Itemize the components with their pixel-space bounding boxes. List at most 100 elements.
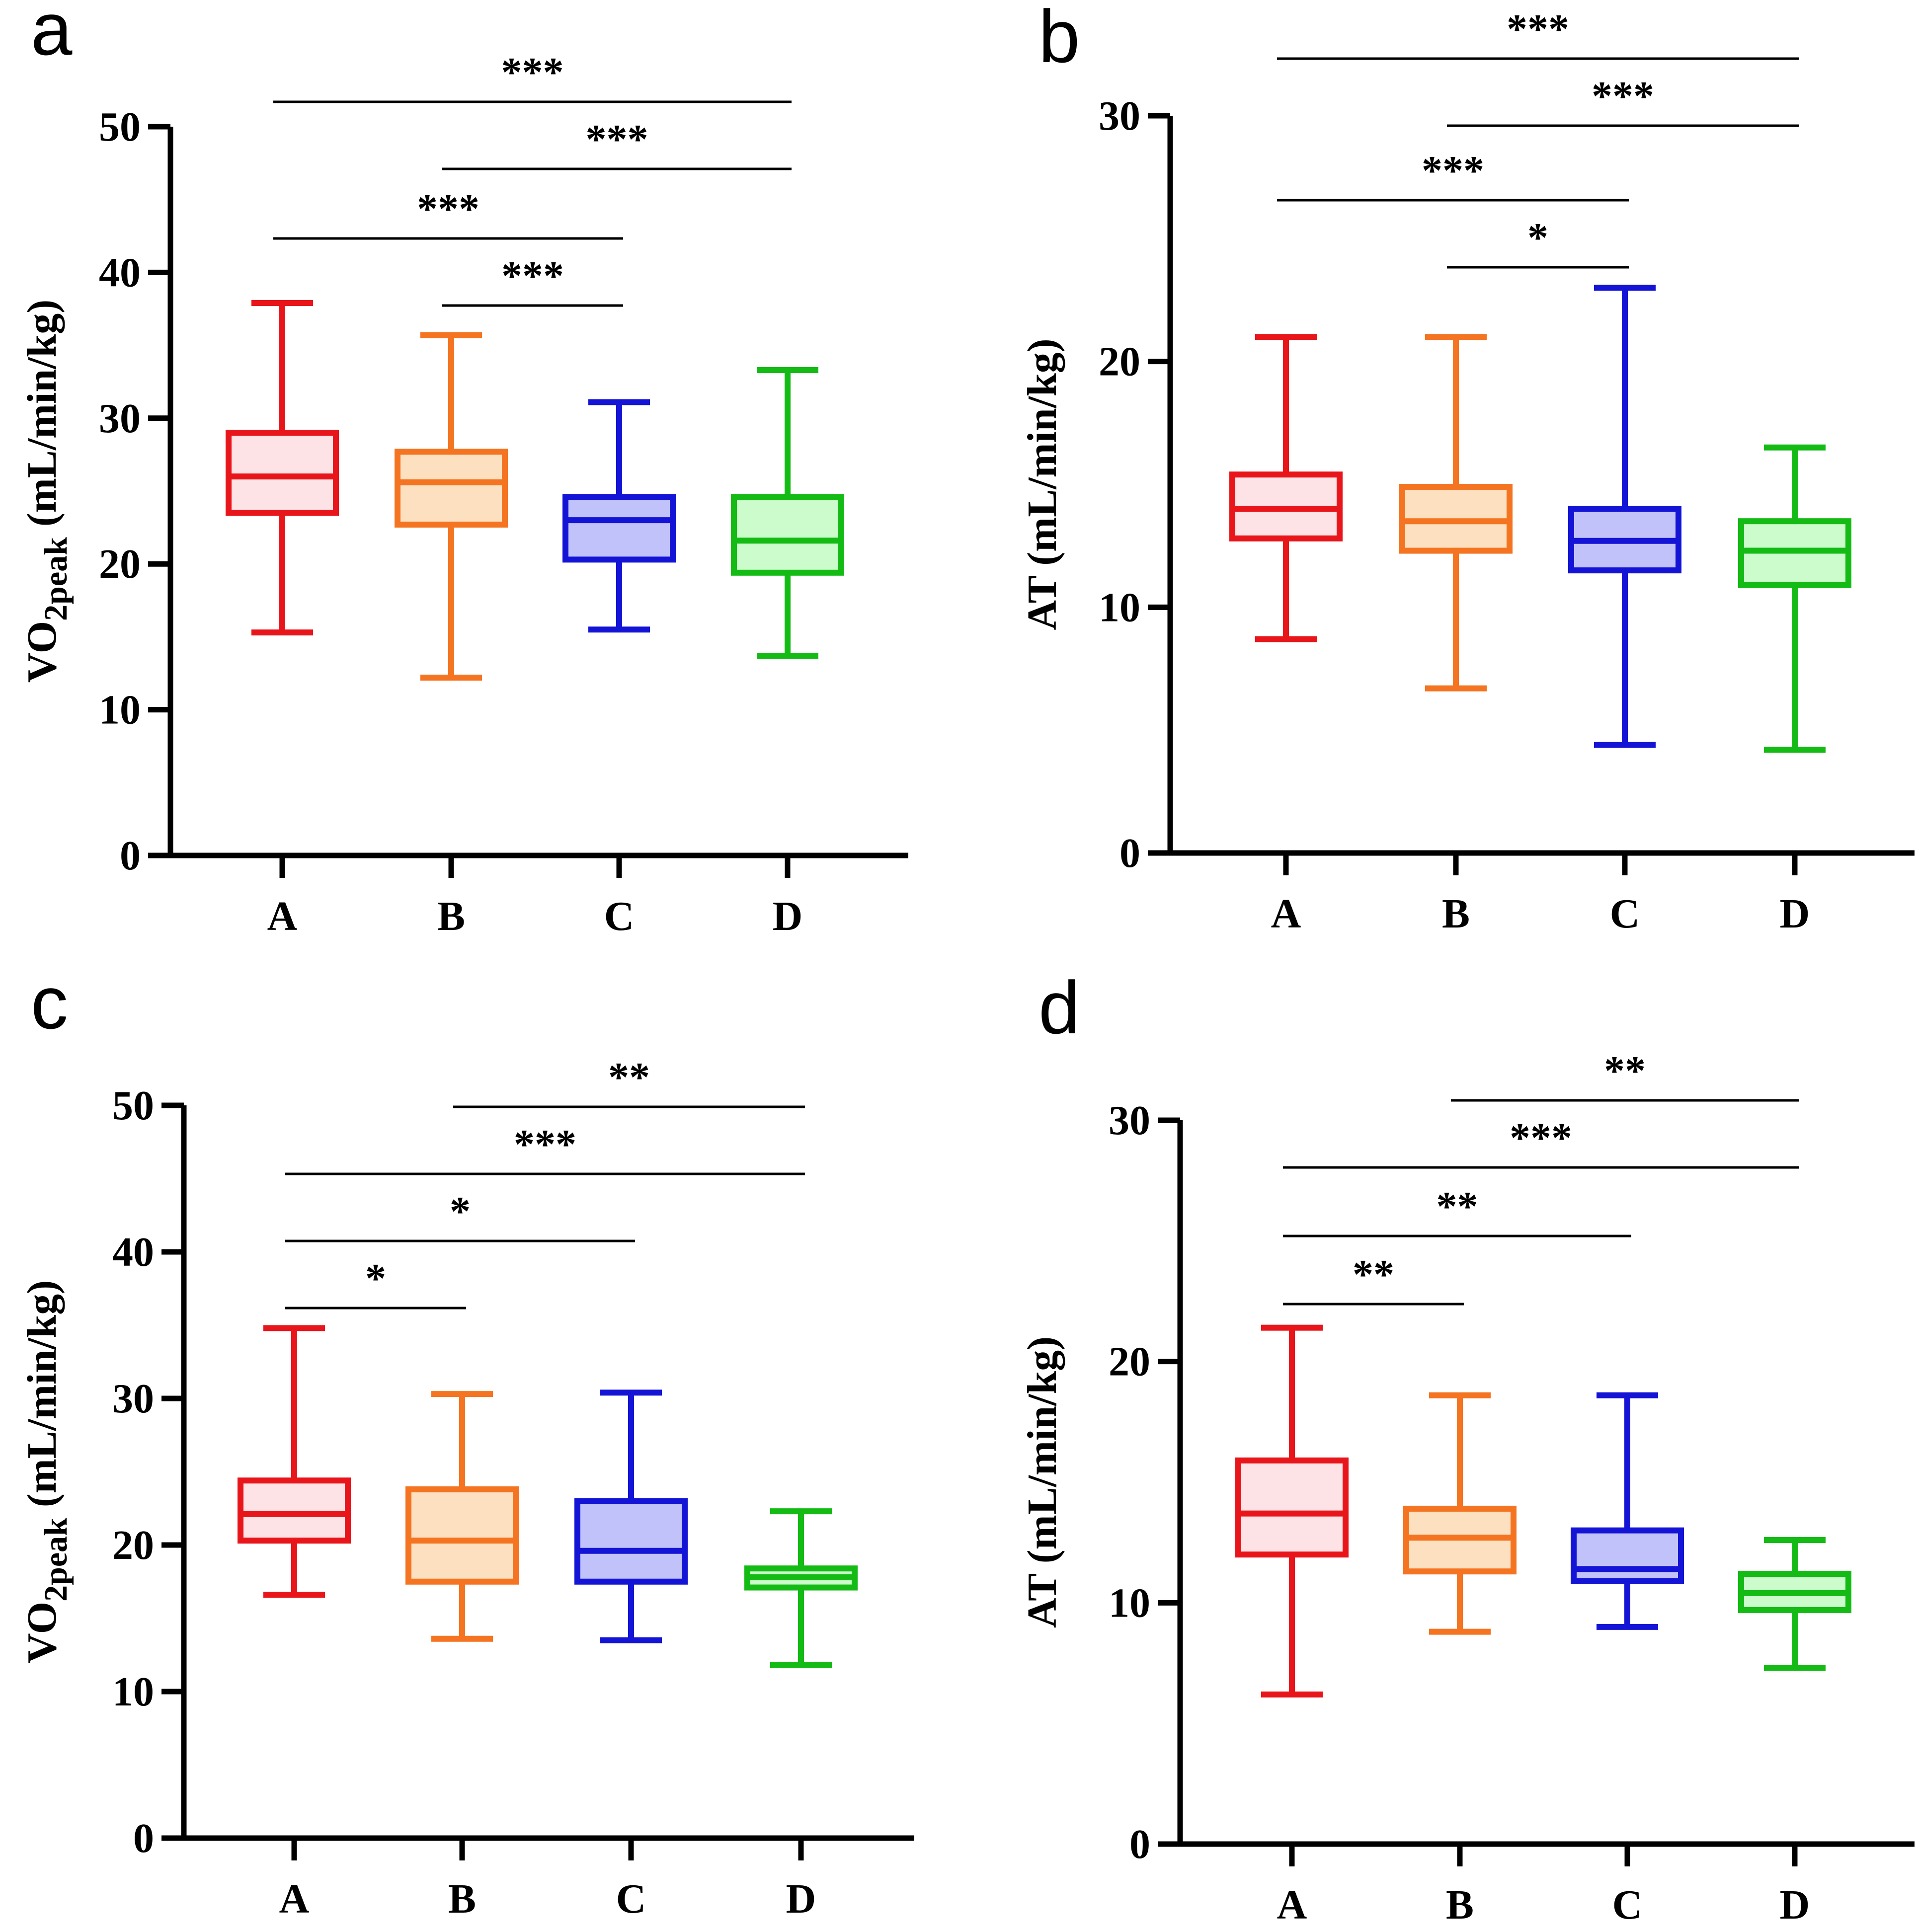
box-C: [1571, 1392, 1684, 1630]
y-tick-label: 20: [1109, 1339, 1150, 1385]
y-tick-label: 30: [112, 1376, 154, 1422]
box-A: [1229, 334, 1343, 642]
significance-label: *: [450, 1188, 471, 1235]
significance-B-C: *: [1447, 215, 1629, 269]
box-B: [1403, 1392, 1517, 1635]
significance-B-D: ***: [442, 116, 792, 170]
y-axis-title-subscript: 2peak: [38, 1518, 74, 1602]
box-C: [562, 399, 676, 633]
significance-label: ***: [1592, 73, 1654, 119]
significance-B-C: ***: [442, 253, 623, 307]
y-tick-label: 50: [99, 104, 141, 150]
significance-A-C: ***: [1277, 148, 1629, 202]
significance-A-C: ***: [273, 186, 623, 240]
y-axis-title-subscript: 2peak: [38, 537, 74, 621]
box-D: [1738, 444, 1851, 753]
box-iqr: [238, 1477, 351, 1544]
x-tick-label: A: [267, 893, 298, 939]
y-tick-label: 0: [120, 833, 141, 879]
y-tick-label: 10: [1099, 584, 1140, 630]
x-tick-label: B: [1446, 1882, 1474, 1928]
x-tick-label: B: [437, 893, 465, 939]
box-iqr: [731, 494, 844, 576]
y-axis-title-units: (mL/min/kg): [19, 300, 65, 537]
y-axis-title: VO2peak (mL/min/kg): [19, 1280, 74, 1663]
y-tick-label: 40: [99, 249, 141, 296]
x-tick-label: C: [1612, 1882, 1643, 1928]
significance-A-D: ***: [1283, 1115, 1799, 1169]
box-C: [1568, 285, 1681, 748]
x-tick-label: C: [616, 1876, 646, 1922]
y-tick-label: 10: [99, 687, 141, 733]
panel-letter: a: [31, 0, 73, 71]
significance-label: ***: [1422, 148, 1484, 194]
panel-letter: c: [31, 961, 68, 1044]
box-A: [1235, 1324, 1349, 1698]
y-axis-title-units: (mL/min/kg): [1019, 1336, 1065, 1574]
y-axis-title-units: (mL/min/kg): [1019, 338, 1065, 576]
y-axis-title-main: VO: [19, 1602, 65, 1663]
box-iqr: [562, 494, 676, 563]
y-tick-label: 20: [99, 541, 141, 587]
y-tick-label: 0: [133, 1815, 154, 1861]
y-axis-title: AT (mL/min/kg): [1019, 1336, 1065, 1628]
y-axis-title: AT (mL/min/kg): [1019, 338, 1065, 630]
x-tick-label: A: [1277, 1882, 1307, 1928]
box-C: [574, 1390, 688, 1643]
x-tick-label: C: [604, 893, 635, 939]
significance-label: ***: [1507, 6, 1569, 52]
x-tick-label: D: [1780, 891, 1810, 937]
x-tick-label: D: [773, 893, 803, 939]
y-axis-title: VO2peak (mL/min/kg): [19, 300, 74, 683]
y-axis-title-units: (mL/min/kg): [19, 1280, 65, 1518]
y-tick-label: 30: [1109, 1097, 1150, 1144]
y-axis-title-main: AT: [1019, 1574, 1065, 1628]
box-iqr: [1571, 1527, 1684, 1584]
panel-a: a VO2peak (mL/min/kg) 0 10 20 30 40 50 A B C D *** **…: [19, 0, 908, 939]
y-tick-label: 0: [1129, 1821, 1150, 1867]
x-tick-label: A: [1271, 891, 1301, 937]
box-iqr: [405, 1486, 519, 1585]
y-tick-label: 30: [1099, 93, 1140, 139]
x-tick-label: D: [1780, 1882, 1810, 1928]
significance-B-D: **: [1451, 1048, 1799, 1102]
significance-A-C: **: [1283, 1183, 1631, 1237]
y-tick-label: 10: [1109, 1580, 1150, 1626]
significance-label: **: [608, 1054, 650, 1100]
significance-A-B: *: [285, 1255, 466, 1310]
significance-label: *: [365, 1255, 386, 1302]
significance-A-D: ***: [273, 49, 792, 103]
box-B: [405, 1391, 519, 1642]
box-iqr: [574, 1498, 688, 1585]
significance-label: **: [1437, 1183, 1478, 1230]
box-A: [226, 300, 339, 636]
box-B: [395, 332, 508, 681]
significance-A-B: **: [1283, 1251, 1464, 1306]
x-tick-label: B: [1442, 891, 1470, 937]
x-tick-label: A: [279, 1876, 310, 1922]
box-iqr: [395, 449, 508, 528]
significance-A-D: ***: [1277, 6, 1799, 60]
significance-label: ***: [501, 253, 564, 299]
significance-label: ***: [586, 116, 648, 162]
significance-label: ***: [501, 49, 564, 95]
x-tick-label: D: [786, 1876, 816, 1922]
y-tick-label: 20: [1099, 339, 1140, 385]
significance-label: *: [1527, 215, 1548, 261]
significance-B-D: **: [453, 1054, 805, 1108]
y-tick-label: 20: [112, 1522, 154, 1568]
x-tick-label: B: [448, 1876, 476, 1922]
significance-label: **: [1353, 1251, 1394, 1298]
significance-B-D: ***: [1447, 73, 1799, 127]
x-tick-label: C: [1610, 891, 1640, 937]
y-tick-label: 40: [112, 1229, 154, 1275]
y-axis-title-main: VO: [19, 621, 65, 683]
box-B: [1399, 334, 1513, 692]
y-tick-label: 0: [1119, 830, 1140, 876]
significance-label: ***: [417, 186, 479, 232]
y-axis-title-main: AT: [1019, 576, 1065, 630]
